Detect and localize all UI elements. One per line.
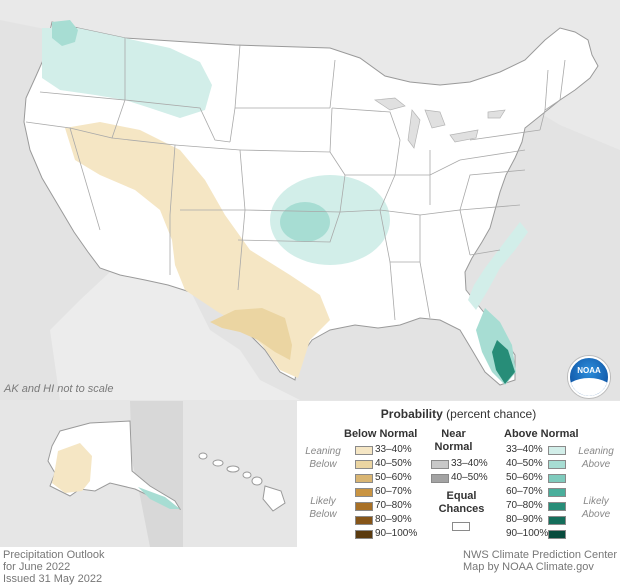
- footer: Precipitation Outlook for June 2022 Issu…: [0, 547, 620, 585]
- above-normal-area-wa-coast: [52, 20, 78, 46]
- hawaii-inset: [185, 401, 295, 547]
- likely-above-label: Likely Above: [581, 496, 611, 520]
- above-normal-swatch: [548, 488, 566, 497]
- leaning-above-label: Leaning Above: [578, 446, 614, 470]
- outlook-title: Precipitation Outlook: [3, 549, 105, 561]
- likely-below-label: Likely Below: [309, 496, 337, 520]
- great-lakes: [373, 97, 506, 149]
- below-normal-area-40-50: [210, 308, 292, 360]
- above-normal-label: 40–50%: [506, 458, 543, 469]
- below-normal-swatch: [355, 474, 373, 483]
- noaa-logo-wave: [570, 378, 608, 396]
- below-normal-label: 80–90%: [375, 514, 412, 525]
- alaska-above-normal-panhandle: [138, 487, 180, 509]
- equal-chances-swatch: [452, 522, 470, 531]
- below-normal-swatch: [355, 488, 373, 497]
- below-normal-label: 50–60%: [375, 472, 412, 483]
- main-map: NOAA AK and HI not to scale: [0, 0, 620, 400]
- below-normal-label: 70–80%: [375, 500, 412, 511]
- below-normal-label: 40–50%: [375, 458, 412, 469]
- above-normal-label: 60–70%: [506, 486, 543, 497]
- legend-title-bold: Probability: [380, 407, 443, 421]
- alaska-map: [47, 401, 183, 547]
- credit-map: Map by NOAA Climate.gov: [463, 561, 594, 573]
- legend-title-rest: (percent chance): [442, 407, 537, 421]
- legend: Probability (percent chance) Below Norma…: [297, 401, 620, 547]
- noaa-logo-text: NOAA: [577, 366, 601, 375]
- scale-note: AK and HI not to scale: [4, 383, 114, 395]
- above-normal-label: 70–80%: [506, 500, 543, 511]
- legend-title: Probability (percent chance): [297, 407, 620, 421]
- above-normal-area-southeast: [468, 222, 528, 310]
- above-normal-swatch: [548, 446, 566, 455]
- below-normal-header: Below Normal: [344, 428, 418, 440]
- above-normal-swatch: [548, 516, 566, 525]
- issued-date: Issued 31 May 2022: [3, 573, 103, 585]
- below-normal-swatch: [355, 446, 373, 455]
- above-normal-swatch: [548, 502, 566, 511]
- above-normal-label: 80–90%: [506, 514, 543, 525]
- leaning-below-label: Leaning Below: [305, 446, 341, 470]
- above-normal-area-central-core: [280, 202, 330, 242]
- hawaii-map: [198, 452, 286, 512]
- above-normal-label: 33–40%: [506, 444, 543, 455]
- above-normal-swatch: [548, 460, 566, 469]
- credit-cpc: NWS Climate Prediction Center: [463, 549, 618, 561]
- below-normal-label: 90–100%: [375, 528, 418, 539]
- below-normal-swatch: [355, 460, 373, 469]
- near-normal-header: Near Normal: [434, 428, 473, 453]
- footer-right: NWS Climate Prediction Center Map by NOA…: [463, 549, 617, 573]
- hawaii-islands: [198, 452, 286, 512]
- below-normal-swatch: [355, 530, 373, 539]
- canada-land-inset: [130, 401, 183, 547]
- footer-left: Precipitation Outlook for June 2022 Issu…: [3, 549, 105, 585]
- noaa-logo: NOAA: [568, 356, 610, 398]
- above-normal-header: Above Normal: [504, 428, 579, 440]
- near-normal-label: 33–40%: [451, 458, 488, 469]
- near-normal-label: 40–50%: [451, 472, 488, 483]
- near-normal-swatch: [431, 460, 449, 469]
- above-normal-area-northwest: [42, 28, 212, 118]
- below-normal-swatch: [355, 502, 373, 511]
- canada-land: [0, 0, 620, 150]
- above-normal-swatch: [548, 530, 566, 539]
- mexico-land: [50, 272, 300, 400]
- below-normal-label: 60–70%: [375, 486, 412, 497]
- below-normal-swatch: [355, 516, 373, 525]
- above-normal-area-florida-core: [492, 340, 515, 384]
- above-normal-label: 50–60%: [506, 472, 543, 483]
- equal-chances-header: Equal Chances: [438, 490, 485, 515]
- alaska-inset: [0, 401, 183, 547]
- above-normal-swatch: [548, 474, 566, 483]
- state-borders: [25, 38, 566, 321]
- alaska-below-normal-area: [52, 443, 92, 493]
- above-normal-area-central: [270, 175, 390, 265]
- outlook-period: for June 2022: [3, 561, 71, 573]
- above-normal-label: 90–100%: [506, 528, 549, 539]
- below-normal-label: 33–40%: [375, 444, 412, 455]
- near-normal-swatch: [431, 474, 449, 483]
- conus-map: [0, 0, 620, 400]
